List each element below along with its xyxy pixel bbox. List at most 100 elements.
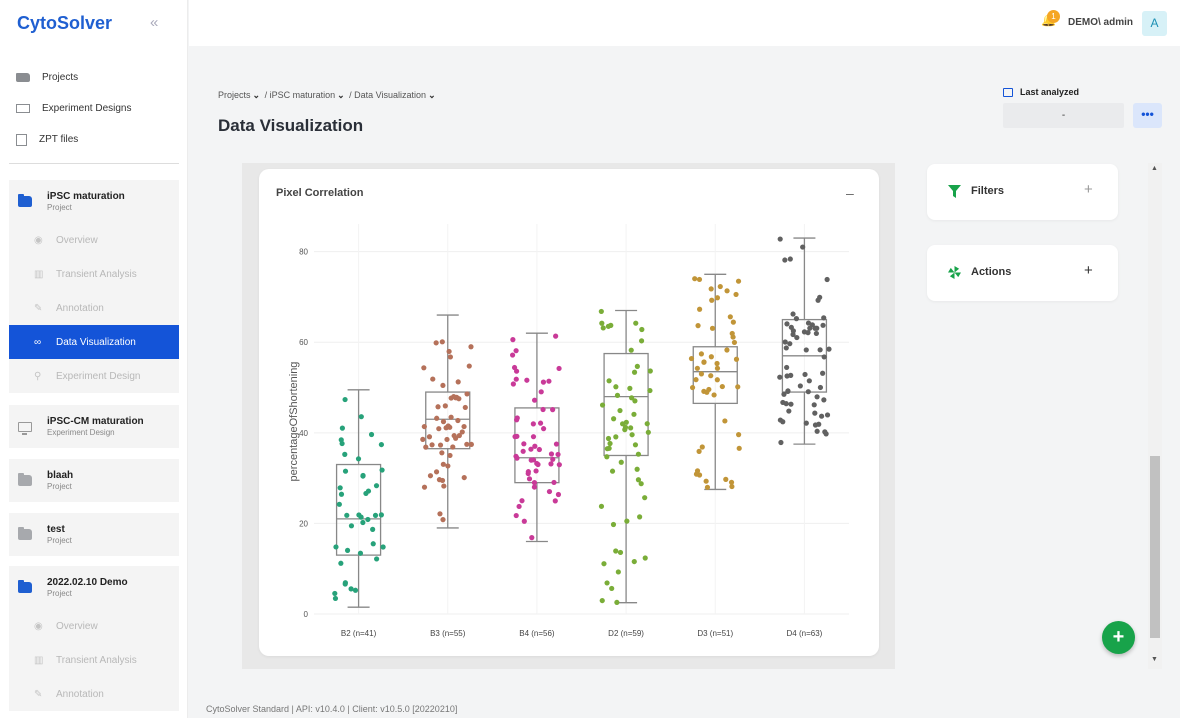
data-point (530, 434, 537, 440)
data-point (339, 425, 345, 431)
data-point (513, 368, 520, 374)
data-point (372, 512, 379, 518)
data-point (824, 276, 830, 283)
data-point (513, 512, 519, 519)
box (692, 346, 738, 405)
actions-panel[interactable]: Actions + (927, 245, 1118, 301)
project-group-ipsc-maturation: iPSC maturation Project ◉ Overview ▥ Tra… (9, 180, 179, 393)
scrollbar-thumb[interactable] (1150, 456, 1160, 638)
x-tick-label: D4 (n=63) (787, 629, 823, 638)
data-point (642, 495, 648, 501)
data-point (525, 469, 531, 475)
data-point (617, 407, 623, 414)
minimize-button[interactable]: – (846, 185, 854, 201)
user-name[interactable]: DEMO\ admin (1068, 17, 1134, 28)
project-title: iPSC maturation (47, 191, 125, 202)
data-point (533, 468, 539, 474)
subnav-label: Annotation (56, 302, 104, 314)
data-point (352, 587, 359, 593)
breadcrumb-page[interactable]: / Data Visualization (349, 90, 427, 100)
data-point (348, 523, 355, 529)
data-point (701, 359, 707, 365)
data-point (368, 431, 375, 438)
data-point (552, 498, 558, 504)
data-point (704, 484, 711, 490)
subnav-data-visualization[interactable]: ∞ Data Visualization (9, 325, 179, 359)
nav-item-zpt-files[interactable]: ZPT files (0, 124, 188, 155)
data-point (820, 322, 826, 328)
chevron-down-icon[interactable]: ⌄ (252, 90, 261, 100)
brand-logo[interactable]: CytoSolver (17, 13, 113, 33)
data-point (445, 463, 451, 469)
subnav-experiment-design[interactable]: ⚲ Experiment Design (9, 359, 179, 393)
data-point (606, 378, 612, 384)
data-point (631, 369, 638, 375)
chevron-down-icon[interactable]: ⌄ (337, 90, 345, 100)
breadcrumb-projects[interactable]: Projects (218, 90, 251, 100)
data-point (814, 428, 820, 434)
breadcrumb-project[interactable]: / iPSC maturation (264, 90, 336, 100)
subnav-transient-analysis[interactable]: ▥ Transient Analysis (9, 643, 179, 677)
data-point (459, 429, 465, 435)
add-button[interactable]: + (1102, 621, 1135, 654)
subnav-overview[interactable]: ◉ Overview (9, 223, 179, 257)
data-point (724, 288, 730, 294)
expand-filters-icon[interactable]: + (1084, 181, 1093, 198)
data-point (599, 402, 606, 408)
data-point (634, 466, 640, 472)
data-point (607, 440, 613, 447)
project-group-demo: 2022.02.10 Demo Project ◉ Overview ▥ Tra… (9, 566, 179, 711)
x-tick-label: B2 (n=41) (341, 629, 377, 638)
data-point (446, 348, 452, 355)
data-point (722, 418, 728, 424)
data-point (605, 435, 612, 442)
box (335, 463, 382, 556)
last-analyzed-text: Last analyzed (1020, 87, 1080, 97)
project-item[interactable]: iPSC-CM maturation Experiment Design (9, 405, 179, 448)
data-point (814, 394, 820, 400)
box-plot: 0 20 40 60 80 percentageOfShortening B2 (n=41)… (288, 224, 849, 638)
data-point (531, 484, 538, 490)
top-bar (189, 0, 1180, 46)
nav-item-experiment-designs[interactable]: Experiment Designs (0, 93, 188, 124)
data-point (451, 433, 457, 439)
project-item[interactable]: test Project (9, 513, 179, 556)
data-point (540, 426, 547, 432)
avatar[interactable]: A (1142, 11, 1167, 36)
project-item[interactable]: blaah Project (9, 459, 179, 502)
data-point (468, 441, 474, 448)
scroll-up-icon[interactable]: ▲ (1151, 165, 1158, 172)
filters-panel[interactable]: Filters + (927, 164, 1118, 220)
data-point (708, 373, 714, 379)
expand-actions-icon[interactable]: + (1084, 262, 1093, 279)
subnav-label: Experiment Design (56, 370, 141, 382)
data-point (360, 519, 366, 526)
data-point (455, 417, 461, 424)
pixel-correlation-card: Pixel Correlation – 0 20 40 60 80 percentageO… (259, 169, 879, 656)
sidebar-divider (9, 163, 179, 164)
subnav-annotation[interactable]: ✎ Annotation (9, 291, 179, 325)
data-point (456, 396, 462, 402)
more-options-button[interactable]: ••• (1133, 103, 1162, 128)
nav-item-projects[interactable]: Projects (0, 62, 188, 93)
data-point (553, 333, 559, 339)
breadcrumb: Projects ⌄ / iPSC maturation ⌄ / Data Visu… (218, 90, 438, 101)
data-point (338, 437, 344, 443)
data-point (521, 441, 527, 447)
collapse-sidebar-icon[interactable]: « (150, 14, 159, 31)
subnav-annotation[interactable]: ✎ Annotation (9, 677, 179, 711)
data-point (600, 325, 606, 331)
subnav-overview[interactable]: ◉ Overview (9, 609, 179, 643)
project-item[interactable]: 2022.02.10 Demo Project (9, 566, 179, 609)
data-point (358, 514, 364, 520)
data-point (802, 371, 808, 378)
card-title: Pixel Correlation (276, 187, 364, 199)
data-point (819, 413, 825, 419)
scroll-down-icon[interactable]: ▼ (1151, 656, 1158, 663)
project-item[interactable]: iPSC maturation Project (9, 180, 179, 223)
chevron-down-icon[interactable]: ⌄ (428, 90, 436, 100)
subnav-transient-analysis[interactable]: ▥ Transient Analysis (9, 257, 179, 291)
data-point (336, 501, 342, 507)
data-point (631, 558, 637, 565)
link-icon: ∞ (34, 336, 42, 348)
